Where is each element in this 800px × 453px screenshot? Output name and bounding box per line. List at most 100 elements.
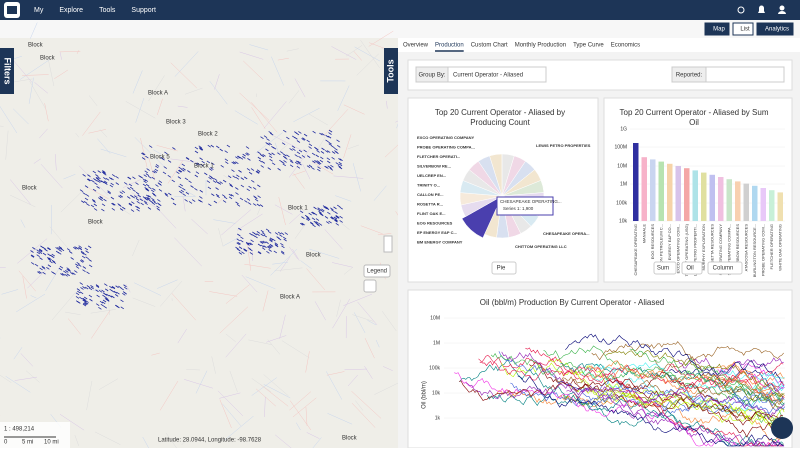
bar-decor (710, 175, 716, 221)
bar-decor (735, 181, 741, 221)
bar-decor (650, 159, 656, 221)
menu-item[interactable]: My (34, 7, 44, 14)
pie-label: BM ENERGY COMPANY (417, 240, 463, 245)
reported-select[interactable] (706, 67, 784, 82)
line-title: Oil (bbl/m) Production By Current Operat… (480, 298, 665, 307)
bar-decor (642, 157, 648, 221)
line-y-tick-label: 1k (435, 415, 441, 421)
bar-decor (727, 179, 733, 221)
line-y-tick-label: 10M (430, 315, 440, 321)
map-label: Block (22, 186, 38, 192)
tooltip-title: CHESAPEAKE OPERATING... (500, 199, 562, 204)
pie-title: Top 20 Current Operator - Aliased by (435, 108, 565, 117)
pie-label: UELCREP EN... (417, 173, 446, 178)
pie-label: PROBE OPERATING COMPA... (417, 145, 475, 150)
pie-label: EP ENERGY E&P C... (417, 230, 457, 235)
user-icon[interactable] (780, 6, 785, 11)
view-button-label: Analytics (765, 27, 789, 33)
bar-decor (676, 166, 682, 221)
tab[interactable]: Type Curve (573, 43, 604, 49)
map-label: Block 1 (194, 164, 214, 170)
menu-item[interactable]: Support (131, 7, 156, 14)
bar-y-tick-label: 1G (620, 126, 627, 132)
pie-label: EXCO OPERATING COMPANY (417, 135, 475, 140)
bar-option-label: Column (713, 266, 734, 272)
bar-decor (633, 143, 639, 221)
bar-x-label: WHITE OAK OPERATING (778, 224, 783, 271)
bar-decor (659, 162, 665, 221)
bar-decor (701, 173, 707, 221)
bar-y-tick-label: 1M (620, 181, 627, 187)
chat-button[interactable] (771, 417, 793, 439)
tools-tab-label: Tools (385, 59, 395, 82)
bar-x-label: MANHALE (642, 224, 647, 244)
tab[interactable]: Monthly Production (515, 43, 566, 49)
map[interactable] (0, 38, 398, 448)
pie-label: EOG RESOURCES (417, 221, 453, 226)
bar-y-tick-label: 100M (614, 144, 627, 150)
bar-x-label: EOG RESOURCES (650, 224, 655, 260)
bar-y-tick-label: 10M (617, 163, 627, 169)
pie-label: CHITTOM OPERATING LLC (515, 244, 567, 249)
bar-y-tick-label: 100k (616, 200, 627, 206)
pie-title: Producing Count (470, 118, 530, 127)
zoom-control[interactable] (384, 236, 392, 252)
bar-decor (718, 177, 724, 221)
pie-label: FLETCHER OPERATI... (417, 154, 460, 159)
bar-x-label: ATASCOSA RESOURCES (744, 224, 749, 272)
reported-label: Reported: (676, 73, 703, 79)
fullscreen-button[interactable] (364, 280, 376, 292)
bar-decor (744, 184, 750, 221)
menu-item[interactable]: Tools (99, 7, 116, 14)
map-label: Block 5 (150, 155, 170, 161)
bar-x-label: EP ENERGY E&P CO... (667, 224, 672, 267)
bar-option-label: Sum (657, 266, 669, 272)
bar-decor (769, 190, 775, 221)
tab[interactable]: Overview (403, 43, 429, 49)
bar-decor (684, 168, 690, 221)
bar-x-label: CHESAPEAKE OPERATING (633, 224, 638, 276)
map-label: Block (40, 56, 56, 62)
map-label: Block 2 (198, 132, 218, 138)
pie-label: FLINT OAK E... (417, 211, 445, 216)
map-label: Block (306, 253, 322, 259)
logo-mark (7, 6, 17, 14)
legend-button-label: Legend (367, 269, 387, 275)
line-y-tick-label: 10k (432, 390, 441, 396)
pie-label: ROSETTA R... (417, 202, 443, 207)
pie-label: SILVERBOW RE... (417, 164, 451, 169)
tab[interactable]: Production (435, 43, 464, 49)
group-by-value: Current Operator - Aliased (453, 73, 523, 79)
bar-x-label: FLETCHER OPERATING (769, 224, 774, 270)
map-label: Block 1 (288, 206, 308, 212)
filters-tab-label: Filters (3, 57, 13, 84)
map-label: Block 3 (166, 120, 186, 126)
navbar (0, 0, 800, 20)
coordinates: Latitude: 28.0944, Longitude: -98.7628 (158, 438, 262, 444)
map-label: Block (88, 220, 104, 226)
bar-title: Oil (689, 118, 699, 127)
scale-mark: 10 mi (44, 440, 59, 446)
pie-label: LEWIS PETRO PROPERTIES (536, 143, 591, 148)
bar-decor (693, 170, 699, 221)
line-y-tick-label: 100k (429, 365, 440, 371)
view-button-label: Map (713, 27, 725, 33)
view-button-label: List (740, 27, 750, 33)
bar-option-label: Oil (686, 266, 693, 272)
pie-label: CHESAPEAKE OPERA... (543, 231, 589, 236)
menu-item[interactable]: Explore (59, 7, 83, 14)
bar-x-label: BURLINGTON RESOURCE... (752, 224, 757, 277)
line-y-label: Oil (bbl/m) (422, 381, 428, 409)
tab[interactable]: Custom Chart (471, 43, 508, 49)
tab[interactable]: Economics (611, 43, 640, 49)
bar-x-label: PROBE OPERATING COM... (761, 224, 766, 276)
tooltip-text: Series 1: 1,900 (503, 206, 534, 211)
map-label: Block A (280, 295, 300, 301)
scale-mark: 5 mi (22, 440, 33, 446)
pie-label: TRINITY O... (417, 183, 440, 188)
bar-decor (667, 164, 673, 221)
toolbar (0, 20, 800, 38)
bar-decor (752, 186, 758, 221)
line-y-tick-label: 1M (433, 340, 440, 346)
